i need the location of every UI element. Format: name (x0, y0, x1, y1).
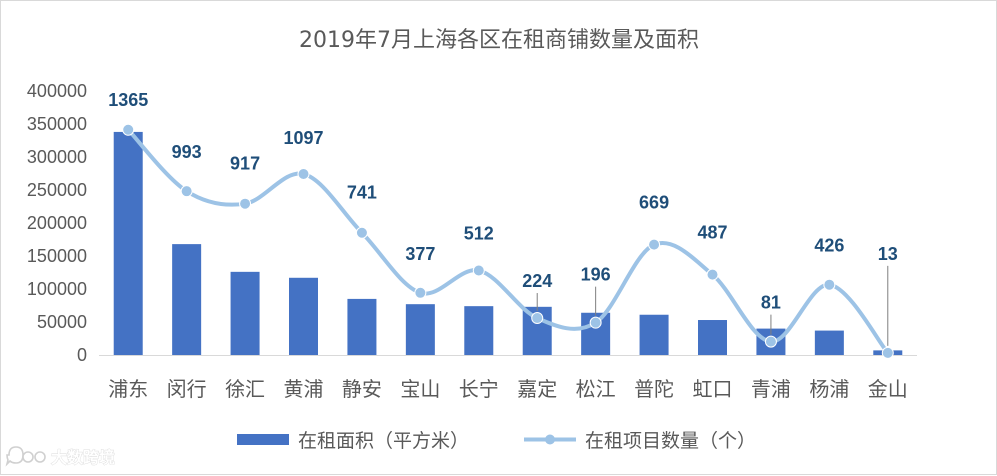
data-label-count: 1365 (108, 90, 148, 110)
data-label-count: 224 (522, 271, 552, 291)
watermark-text: 大数跨境 (51, 448, 115, 467)
x-tick-label: 青浦 (751, 377, 791, 401)
bar-area (230, 271, 260, 355)
data-label-count: 81 (761, 293, 781, 313)
watermark: 大数跨境 (5, 446, 115, 467)
y-tick-label: 200000 (27, 213, 87, 233)
y-tick-label: 350000 (27, 114, 87, 134)
x-tick-label: 长宁 (459, 377, 499, 401)
x-tick-label: 闵行 (167, 377, 207, 401)
bar-area (405, 304, 435, 355)
x-tick-label: 松江 (576, 377, 616, 401)
data-label-count: 487 (697, 223, 727, 243)
y-tick-label: 50000 (37, 312, 87, 332)
bar-area (814, 330, 844, 355)
legend-swatch-area (237, 434, 289, 445)
line-count-marker (472, 264, 485, 277)
data-label-count: 1097 (283, 128, 323, 148)
bar-area (464, 306, 494, 355)
data-label-count: 377 (405, 244, 435, 264)
line-count-marker (531, 312, 544, 325)
x-tick-label: 宝山 (400, 377, 440, 401)
y-axis: 0 50000 100000 150000 200000 250000 300000 3500… (27, 81, 87, 365)
y-tick-label: 100000 (27, 279, 87, 299)
data-label-count: 426 (814, 236, 844, 256)
data-label-count: 917 (230, 154, 260, 174)
data-labels: 1365 993 917 1097 741 377 512 224 196 669 487 81 426… (108, 90, 898, 346)
line-series-count (122, 123, 894, 359)
legend: 在租面积（平方米） 在租项目数量（个） (237, 430, 756, 452)
bar-area (172, 244, 202, 355)
data-label-count: 993 (172, 142, 202, 162)
x-tick-label: 黄浦 (284, 377, 324, 401)
y-tick-label: 250000 (27, 180, 87, 200)
data-label-count: 512 (464, 224, 494, 244)
line-count-marker (764, 335, 777, 348)
x-tick-label: 金山 (868, 377, 908, 401)
y-tick-label: 300000 (27, 147, 87, 167)
data-label-count: 13 (878, 244, 898, 264)
bar-series-area (113, 131, 903, 355)
bar-area (289, 277, 318, 355)
line-count-marker (297, 167, 310, 180)
y-tick-label: 400000 (27, 81, 87, 101)
x-tick-label: 杨浦 (809, 377, 849, 401)
x-axis: 浦东 闵行 徐汇 黄浦 静安 宝山 长宁 嘉定 松江 普陀 虹口 青浦 杨浦 金山 (99, 355, 917, 401)
x-tick-label: 浦东 (108, 377, 148, 401)
bar-area (698, 320, 727, 355)
line-count-marker (180, 185, 193, 198)
watermark-logo-icon (5, 446, 46, 467)
data-label-count: 741 (347, 183, 377, 203)
x-tick-label: 嘉定 (517, 377, 557, 401)
y-tick-label: 150000 (27, 246, 87, 266)
legend-swatch-count-marker (545, 434, 555, 445)
line-count-marker (823, 278, 836, 291)
line-count-marker (122, 123, 135, 136)
x-tick-label: 虹口 (693, 377, 733, 401)
bar-area (113, 131, 143, 355)
line-count-marker (355, 226, 368, 239)
x-tick-label: 普陀 (634, 377, 674, 401)
data-label-count: 669 (639, 193, 669, 213)
bar-area (639, 314, 669, 355)
line-count-marker (589, 316, 602, 329)
x-tick-label: 静安 (342, 377, 382, 401)
bar-area (347, 298, 377, 355)
line-count-marker (239, 197, 252, 210)
data-label-count: 196 (581, 265, 611, 285)
x-tick-label: 徐汇 (225, 377, 265, 401)
line-count-marker (706, 268, 719, 281)
line-count-marker (881, 346, 894, 359)
line-count-marker (648, 238, 661, 251)
legend-label-area: 在租面积（平方米） (298, 430, 469, 452)
legend-label-count: 在租项目数量（个） (585, 430, 756, 452)
chart-title: 2019年7月上海各区在租商铺数量及面积 (299, 28, 699, 53)
line-count-marker (414, 286, 427, 299)
y-tick-label: 0 (77, 345, 87, 365)
